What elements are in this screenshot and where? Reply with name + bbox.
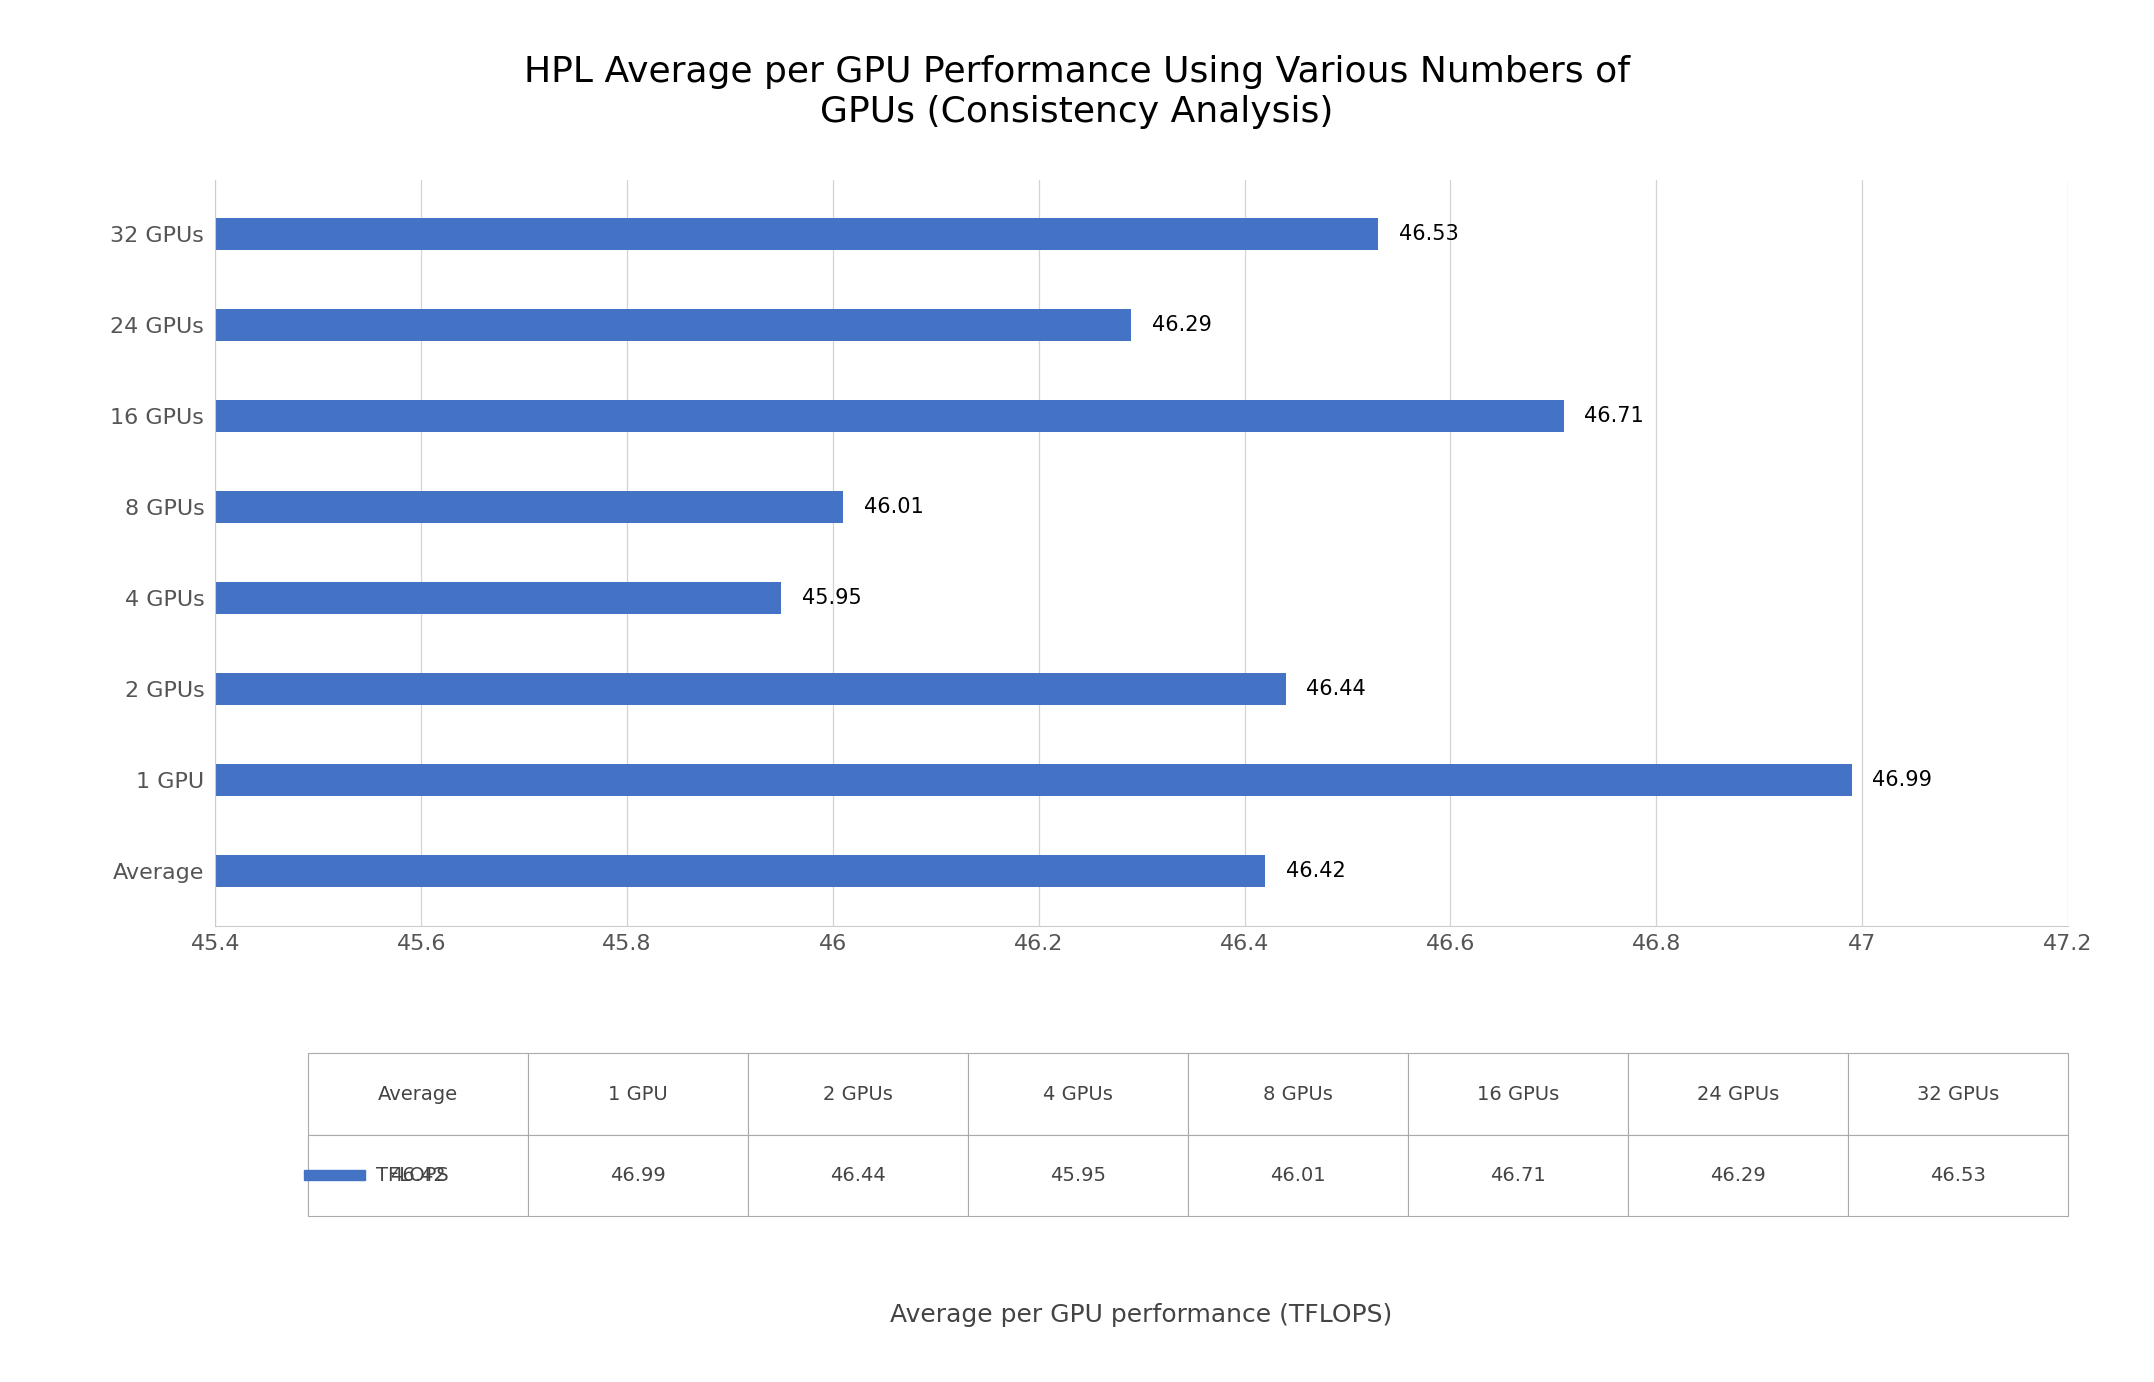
Text: 46.71: 46.71 xyxy=(1583,406,1644,426)
Text: 46.42: 46.42 xyxy=(1286,861,1346,882)
Bar xyxy=(215,310,1131,341)
Bar xyxy=(215,492,842,524)
Text: 46.44: 46.44 xyxy=(1305,680,1366,699)
Bar xyxy=(215,673,1286,705)
Bar xyxy=(215,855,1264,887)
Text: 46.29: 46.29 xyxy=(1152,315,1213,336)
Bar xyxy=(215,218,1379,250)
Text: 46.99: 46.99 xyxy=(1872,770,1932,791)
Text: HPL Average per GPU Performance Using Various Numbers of
GPUs (Consistency Analy: HPL Average per GPU Performance Using Va… xyxy=(523,55,1631,129)
Bar xyxy=(304,1169,364,1180)
Text: 46.01: 46.01 xyxy=(864,498,924,517)
Text: TFLOPS: TFLOPS xyxy=(377,1166,448,1184)
Text: 45.95: 45.95 xyxy=(801,589,862,608)
Text: Average per GPU performance (TFLOPS): Average per GPU performance (TFLOPS) xyxy=(890,1303,1394,1327)
Bar xyxy=(215,401,1564,433)
Bar xyxy=(215,764,1852,796)
Bar xyxy=(215,582,782,614)
Text: 46.53: 46.53 xyxy=(1398,224,1458,245)
